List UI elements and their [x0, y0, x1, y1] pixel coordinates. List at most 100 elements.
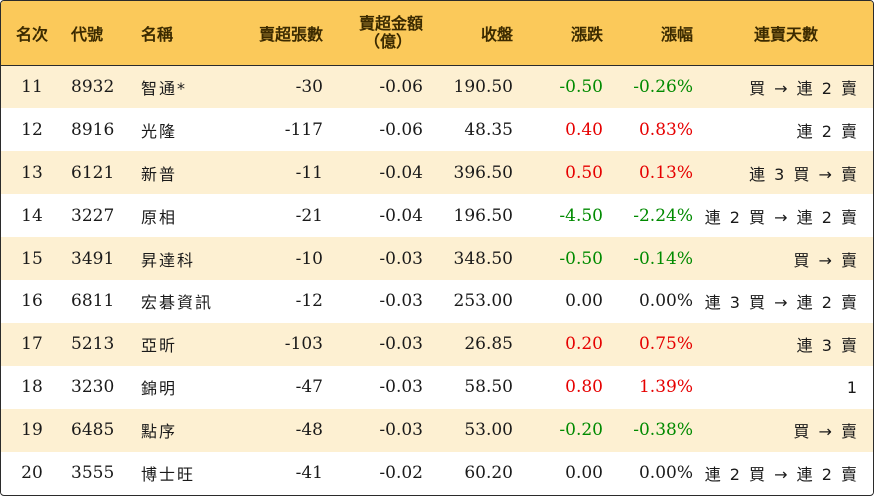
net-sell-lots-cell: -12	[295, 291, 323, 312]
close-price-cell: 253.00	[453, 291, 513, 312]
code-cell: 5213	[71, 334, 115, 355]
close-price-cell: 26.85	[464, 334, 513, 355]
table-row[interactable]: 19 6485 點序 -48 -0.03 53.00 -0.20 -0.38% 買 → 賣	[1, 408, 873, 452]
code-cell: 6121	[71, 162, 115, 183]
code-cell: 3491	[71, 248, 115, 269]
table-row[interactable]: 16 6811 宏碁資訊 -12 -0.03 253.00 0.00 0.00% 連 3 買 →…	[1, 279, 873, 323]
change-pct-cell: 0.75%	[638, 334, 693, 355]
net-sell-amount-cell: -0.03	[379, 377, 423, 398]
header-rank[interactable]: 名次	[15, 24, 48, 44]
streak-cell: 連 2 買 → 連 2 賣	[704, 464, 859, 484]
rank-cell: 19	[21, 420, 43, 441]
streak-cell: 買 → 連 2 賣	[749, 78, 859, 98]
header-change[interactable]: 漲跌	[570, 24, 603, 44]
code-cell: 3227	[71, 205, 115, 226]
streak-cell: 連 3 賣	[796, 336, 859, 356]
change-pct-cell: 0.00%	[638, 291, 693, 312]
stock-name-link[interactable]: 博士旺	[141, 464, 196, 484]
rank-cell: 15	[21, 248, 43, 269]
close-price-cell: 58.50	[464, 377, 513, 398]
net-sell-amount-cell: -0.03	[379, 248, 423, 269]
change-pct-cell: -0.14%	[633, 248, 693, 269]
change-cell: 0.40	[565, 119, 603, 140]
change-cell: -0.20	[559, 420, 603, 441]
net-sell-lots-cell: -41	[295, 462, 323, 483]
table-row[interactable]: 13 6121 新普 -11 -0.04 396.50 0.50 0.13% 連 3 買 → 賣	[1, 151, 873, 195]
table-row[interactable]: 11 8932 智通* -30 -0.06 190.50 -0.50 -0.26% 買 → 連 …	[1, 65, 873, 109]
table-row[interactable]: 14 3227 原相 -21 -0.04 196.50 -4.50 -2.24% 連 2 買 →…	[1, 194, 873, 238]
rank-cell: 12	[21, 119, 43, 140]
net-sell-amount-cell: -0.03	[379, 420, 423, 441]
close-price-cell: 53.00	[464, 420, 513, 441]
header-net-sell-lots[interactable]: 賣超張數	[258, 24, 323, 44]
close-price-cell: 348.50	[453, 248, 513, 269]
change-pct-cell: -2.24%	[633, 205, 693, 226]
net-sell-amount-cell: -0.06	[379, 76, 423, 97]
rank-cell: 17	[21, 334, 43, 355]
streak-cell: 1	[846, 377, 859, 397]
header-code[interactable]: 代號	[71, 24, 104, 44]
net-sell-lots-cell: -117	[284, 119, 323, 140]
header-streak[interactable]: 連賣天數	[753, 24, 818, 44]
close-price-cell: 396.50	[453, 162, 513, 183]
header-change-pct[interactable]: 漲幅	[660, 24, 693, 44]
change-pct-cell: -0.38%	[633, 420, 693, 441]
stock-name-link[interactable]: 新普	[141, 164, 178, 184]
net-sell-lots-cell: -103	[284, 334, 323, 355]
code-cell: 6485	[71, 420, 115, 441]
stock-name-link[interactable]: 宏碁資訊	[141, 293, 214, 313]
net-sell-lots-cell: -10	[295, 248, 323, 269]
rank-cell: 11	[21, 76, 43, 97]
close-price-cell: 196.50	[453, 205, 513, 226]
stock-name-link[interactable]: 錦明	[141, 379, 178, 399]
streak-cell: 買 → 賣	[793, 250, 859, 270]
stock-name-link[interactable]: 昇達科	[141, 250, 196, 270]
change-pct-cell: 0.13%	[638, 162, 693, 183]
rank-cell: 18	[21, 377, 43, 398]
net-sell-amount-cell: -0.06	[379, 119, 423, 140]
change-pct-cell: 0.00%	[638, 462, 693, 483]
header-name[interactable]: 名稱	[141, 24, 174, 44]
streak-cell: 連 3 買 → 賣	[749, 164, 859, 184]
header-net-sell-amount-line2: （億）	[363, 31, 412, 51]
stock-name-link[interactable]: 點序	[141, 422, 178, 442]
change-cell: 0.00	[565, 462, 603, 483]
change-cell: 0.50	[565, 162, 603, 183]
code-cell: 3230	[71, 377, 115, 398]
net-sell-lots-cell: -21	[295, 205, 323, 226]
table-row[interactable]: 18 3230 錦明 -47 -0.03 58.50 0.80 1.39% 1	[1, 365, 873, 409]
table-row[interactable]: 12 8916 光隆 -117 -0.06 48.35 0.40 0.83% 連 2 賣	[1, 108, 873, 152]
close-price-cell: 190.50	[453, 76, 513, 97]
change-cell: -4.50	[559, 205, 603, 226]
code-cell: 3555	[71, 462, 115, 483]
header-net-sell-amount[interactable]: 賣超金額 （億）	[329, 1, 429, 65]
header-net-sell-amount-line1: 賣超金額	[358, 13, 423, 33]
net-sell-amount-cell: -0.02	[379, 462, 423, 483]
code-cell: 8932	[71, 76, 115, 97]
close-price-cell: 60.20	[464, 462, 513, 483]
stock-name-link[interactable]: 亞昕	[141, 336, 178, 356]
table-row[interactable]: 15 3491 昇達科 -10 -0.03 348.50 -0.50 -0.14% 買 → 賣	[1, 237, 873, 280]
net-sell-lots-cell: -30	[295, 76, 323, 97]
streak-cell: 連 2 買 → 連 2 賣	[704, 207, 859, 227]
streak-cell: 買 → 賣	[793, 422, 859, 442]
table-body: 11 8932 智通* -30 -0.06 190.50 -0.50 -0.26% 買 → 連 …	[1, 65, 873, 495]
net-sell-amount-cell: -0.03	[379, 334, 423, 355]
rank-cell: 16	[21, 291, 43, 312]
stock-name-link[interactable]: 光隆	[141, 121, 178, 141]
net-sell-lots-cell: -48	[295, 420, 323, 441]
streak-cell: 連 3 買 → 連 2 賣	[704, 293, 859, 313]
net-sell-amount-cell: -0.04	[379, 162, 423, 183]
change-pct-cell: 1.39%	[638, 377, 693, 398]
net-sell-lots-cell: -47	[295, 377, 323, 398]
table-row[interactable]: 17 5213 亞昕 -103 -0.03 26.85 0.20 0.75% 連 3 賣	[1, 322, 873, 366]
rank-cell: 20	[21, 462, 43, 483]
table-row[interactable]: 20 3555 博士旺 -41 -0.02 60.20 0.00 0.00% 連 2 買 → 連…	[1, 451, 873, 495]
stock-name-link[interactable]: 智通*	[141, 78, 188, 98]
stock-name-link[interactable]: 原相	[141, 207, 178, 227]
header-close[interactable]: 收盤	[480, 24, 513, 44]
code-cell: 6811	[71, 291, 115, 312]
change-cell: 0.00	[565, 291, 603, 312]
change-cell: 0.20	[565, 334, 603, 355]
